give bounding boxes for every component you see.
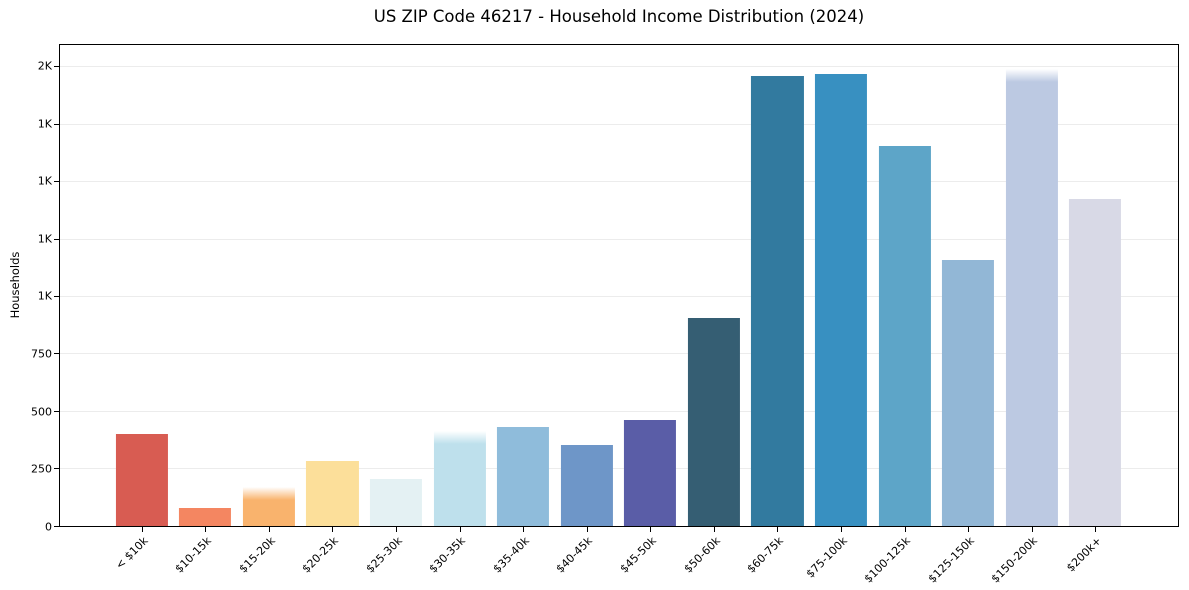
bar-slot: $125-150k	[925, 45, 1000, 585]
bar-slot: $15-20k	[236, 45, 301, 576]
x-tick-mark	[332, 527, 334, 532]
x-tick-label: $75-100k	[803, 534, 850, 581]
x-tick-label: $100-125k	[861, 534, 914, 586]
x-tick-label: $40-45k	[553, 534, 596, 576]
x-tick-mark	[1095, 527, 1097, 532]
bar-slot: $60-75k	[745, 45, 810, 576]
y-tick-label: 1K	[37, 232, 52, 246]
y-tick-mark	[54, 525, 59, 527]
bar-slot: $35-40k	[490, 45, 555, 576]
bar-1	[115, 434, 168, 526]
gridline	[60, 123, 1178, 125]
y-tick-mark	[54, 295, 59, 297]
gridline	[60, 181, 1178, 183]
bar-3	[242, 486, 295, 526]
bar-slot: $20-25k	[300, 45, 365, 576]
y-tick-label: 1K	[37, 174, 52, 188]
x-tick-mark	[459, 527, 461, 532]
bar-slot: $100-125k	[862, 45, 937, 585]
bar-13	[878, 145, 931, 526]
x-tick-label: $60-75k	[744, 534, 786, 576]
bar-12	[814, 74, 868, 526]
bar-10	[687, 318, 740, 526]
x-tick-mark	[713, 527, 715, 532]
x-tick-label: < $10k	[112, 534, 151, 572]
bar-slot: $75-100k	[803, 45, 873, 580]
gridline	[60, 66, 1178, 68]
bar-slot: $45-50k	[618, 45, 683, 576]
gridline	[60, 353, 1178, 355]
x-tick-label: $200k+	[1063, 534, 1104, 575]
y-tick-label: 500	[31, 405, 52, 419]
x-tick-label: $150-200k	[988, 534, 1041, 586]
bar-slot: $30-35k	[427, 45, 492, 576]
x-tick-mark	[523, 527, 525, 532]
x-tick-mark	[268, 527, 270, 532]
y-tick-label: 1K	[37, 289, 52, 303]
bar-slot: $50-60k	[681, 45, 746, 576]
x-tick-mark	[205, 527, 207, 532]
bar-11	[751, 76, 804, 526]
bar-slot: $25-30k	[363, 45, 428, 576]
bars-container: < $10k $10-15k $15-20k $20-25k $25-30k $30-35…	[110, 45, 1127, 585]
x-tick-label: $25-30k	[363, 534, 405, 576]
x-tick-label: $15-20k	[236, 534, 278, 576]
bar-slot: $150-200k	[989, 45, 1064, 585]
y-tick-label: 250	[31, 462, 52, 476]
x-tick-label: $45-50k	[617, 534, 659, 576]
bar-7	[497, 426, 550, 526]
y-tick-label: 0	[45, 520, 52, 534]
x-tick-label: $50-60k	[681, 534, 723, 576]
gridline	[60, 238, 1178, 240]
y-tick-label: 2K	[37, 59, 52, 73]
y-tick-mark	[54, 66, 59, 68]
bar-slot: $200k+	[1063, 45, 1127, 574]
bar-6	[433, 431, 486, 526]
y-tick-mark	[54, 238, 59, 240]
y-tick-label: 750	[31, 347, 52, 361]
y-tick-mark	[54, 123, 59, 125]
bar-slot: $40-45k	[554, 45, 619, 576]
y-tick-mark	[54, 353, 59, 355]
bar-slot: $10-15k	[173, 45, 238, 576]
bar-9	[624, 420, 677, 526]
x-tick-mark	[586, 527, 588, 532]
x-tick-mark	[777, 527, 779, 532]
y-axis-tick-labels: 0 250 500 750 1K 1K 1K 1K 2K	[0, 44, 52, 532]
x-tick-label: $30-35k	[426, 534, 469, 576]
y-tick-mark	[54, 410, 59, 412]
x-tick-label: $35-40k	[490, 534, 532, 576]
bar-4	[306, 461, 359, 526]
x-tick-mark	[1031, 527, 1033, 532]
plot-area: < $10k $10-15k $15-20k $20-25k $25-30k $30-35…	[54, 44, 1179, 585]
x-tick-mark	[968, 527, 970, 532]
bar-slot: < $10k	[110, 45, 174, 572]
gridline	[60, 468, 1178, 470]
x-tick-mark	[141, 527, 143, 532]
x-tick-mark	[396, 527, 398, 532]
y-tick-label: 1K	[37, 117, 52, 131]
bar-5	[369, 478, 423, 526]
x-tick-mark	[840, 527, 842, 532]
y-tick-mark	[54, 181, 59, 183]
x-tick-mark	[650, 527, 652, 532]
bar-2	[179, 507, 232, 526]
x-tick-label: $10-15k	[172, 534, 214, 576]
x-tick-mark	[904, 527, 906, 532]
bar-8	[560, 445, 613, 526]
chart-title: US ZIP Code 46217 - Household Income Dis…	[373, 7, 865, 26]
y-tick-mark	[54, 468, 59, 470]
bar-15	[1005, 69, 1058, 526]
bar-14	[942, 260, 995, 526]
bar-16	[1069, 198, 1122, 526]
gridline	[60, 295, 1178, 297]
x-tick-label: $20-25k	[299, 534, 341, 576]
gridline	[60, 410, 1178, 412]
x-tick-label: $125-150k	[925, 534, 977, 586]
